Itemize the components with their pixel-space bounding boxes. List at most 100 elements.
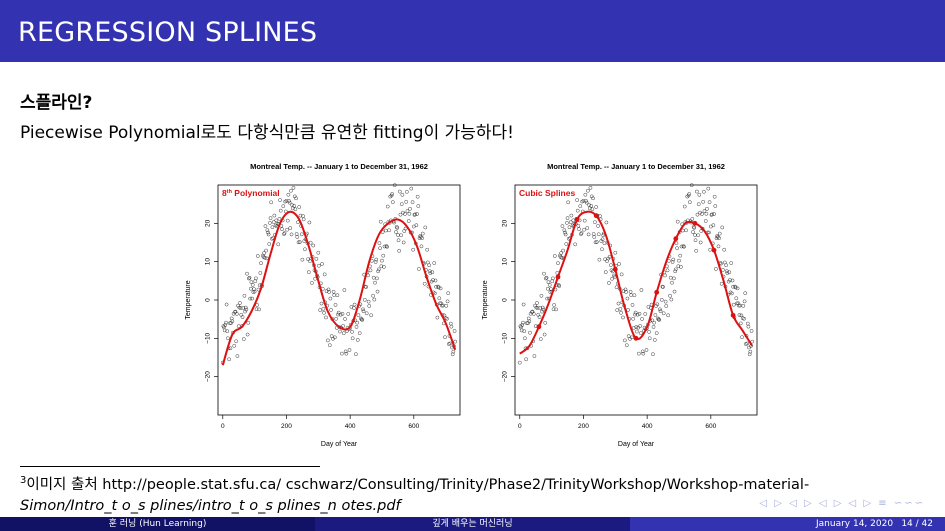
data-point xyxy=(381,253,386,258)
data-point xyxy=(671,257,676,262)
data-point xyxy=(632,293,637,298)
data-point xyxy=(248,286,253,291)
data-point xyxy=(654,331,659,335)
data-point xyxy=(528,330,532,335)
data-point xyxy=(638,331,643,336)
data-point xyxy=(544,275,549,280)
data-point xyxy=(438,286,443,291)
knot-point xyxy=(612,266,618,272)
data-point xyxy=(336,312,340,317)
data-point xyxy=(388,194,393,199)
data-point xyxy=(276,242,281,247)
data-point xyxy=(615,308,620,313)
data-point xyxy=(581,198,586,203)
data-point xyxy=(400,193,405,197)
data-point xyxy=(316,250,321,255)
footnote-line-1[interactable]: 이미지 출처 http://people.stat.sfu.ca/ cschwa… xyxy=(26,476,810,493)
data-point xyxy=(689,183,694,188)
data-point xyxy=(710,212,714,217)
data-point xyxy=(728,290,733,295)
knot-point xyxy=(633,335,639,341)
data-point xyxy=(647,336,652,341)
data-point xyxy=(360,318,365,322)
data-point xyxy=(641,351,646,356)
data-point xyxy=(576,223,581,228)
data-point xyxy=(587,203,592,207)
data-point xyxy=(673,267,678,272)
data-point xyxy=(629,293,634,297)
data-point xyxy=(596,224,600,228)
data-point xyxy=(735,286,740,291)
footnote-line-2[interactable]: Simon/Intro_t o_s plines/intro_t o_s pli… xyxy=(20,497,401,514)
data-point xyxy=(539,293,544,298)
data-point xyxy=(247,275,252,280)
footer-page-number: 14 / 42 xyxy=(901,519,933,529)
data-point xyxy=(270,225,275,230)
data-point xyxy=(525,346,530,351)
data-point xyxy=(731,284,735,289)
data-point xyxy=(524,357,528,362)
data-point xyxy=(289,232,294,237)
data-point xyxy=(599,239,604,243)
data-point xyxy=(371,293,375,298)
data-point xyxy=(522,329,527,334)
data-point xyxy=(565,221,569,225)
data-point xyxy=(582,227,586,232)
chart-polynomial: Montreal Temp. -- January 1 to December … xyxy=(180,158,470,453)
x-tick-label: 0 xyxy=(221,423,225,430)
data-point xyxy=(577,227,581,232)
data-point xyxy=(448,341,452,346)
data-point xyxy=(532,354,537,358)
data-point xyxy=(223,323,228,327)
data-point xyxy=(746,324,751,329)
data-point xyxy=(672,276,676,281)
data-point xyxy=(311,243,316,248)
plot-frame xyxy=(217,184,461,416)
data-point xyxy=(265,228,270,232)
data-point xyxy=(679,265,683,269)
data-point xyxy=(242,293,247,298)
footer-course: 깊게 배우는 머신러닝 xyxy=(315,517,630,531)
data-point xyxy=(748,349,753,354)
data-point xyxy=(445,299,450,304)
footer-date: January 14, 2020 xyxy=(816,519,894,529)
data-point xyxy=(366,299,371,304)
data-point xyxy=(617,262,621,266)
data-point xyxy=(597,257,602,262)
data-point xyxy=(253,279,258,284)
data-point xyxy=(737,313,742,317)
data-point xyxy=(707,230,711,235)
data-point xyxy=(569,213,574,218)
y-axis-label: Temperature xyxy=(482,280,489,319)
data-point xyxy=(451,349,456,354)
knot-point xyxy=(536,324,542,330)
data-point xyxy=(368,268,373,273)
data-point xyxy=(733,284,737,289)
data-point xyxy=(624,290,628,294)
data-point xyxy=(281,204,286,208)
data-point xyxy=(375,276,379,281)
beamer-navigation-icons[interactable]: ◁ ▷ ◁ ▷ ◁ ▷ ◁ ▷ ≡ ∽∽∽ xyxy=(759,498,925,509)
data-point xyxy=(709,213,714,217)
y-tick-label: −10 xyxy=(502,332,509,343)
data-point xyxy=(517,360,522,365)
data-point xyxy=(359,317,364,322)
data-point xyxy=(551,307,556,312)
data-point xyxy=(227,357,231,362)
y-tick-label: 20 xyxy=(205,219,212,227)
data-point xyxy=(298,213,303,218)
data-point xyxy=(285,227,289,232)
data-point xyxy=(284,198,289,203)
data-point xyxy=(234,339,238,344)
data-point xyxy=(567,225,572,230)
slide-subtitle: 스플라인? xyxy=(20,93,93,113)
data-point xyxy=(740,335,744,340)
data-point xyxy=(396,238,401,243)
data-point xyxy=(379,264,384,269)
data-point xyxy=(552,254,557,258)
data-point xyxy=(566,200,571,205)
data-point xyxy=(409,186,414,191)
chart-annotation: Cubic Splines xyxy=(519,188,575,198)
data-point xyxy=(545,296,549,301)
data-point xyxy=(437,296,442,301)
